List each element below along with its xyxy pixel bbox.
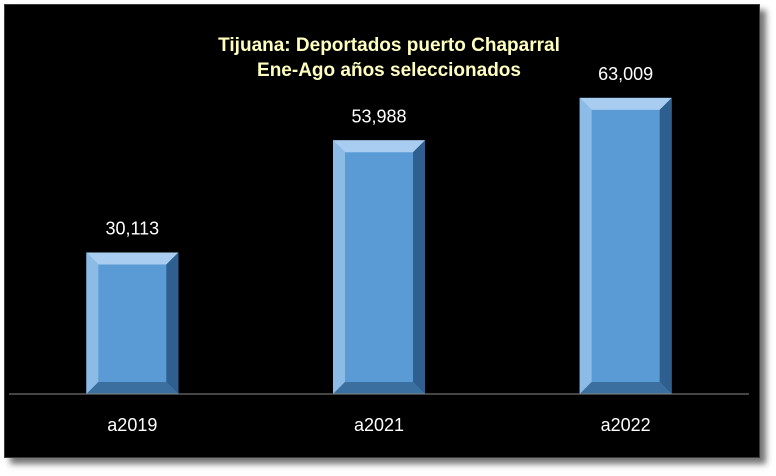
bar-a2019 xyxy=(86,252,179,394)
labels-group: 30,113 a2019 53,988 a2021 63,009 a2022 xyxy=(105,64,653,435)
bar-bevel-top-a2021 xyxy=(333,140,425,153)
chart-frame: Tijuana: Deportados puerto Chaparral Ene… xyxy=(4,4,760,458)
bar-bevel-bottom-a2021 xyxy=(333,382,425,394)
bar-chart: Tijuana: Deportados puerto Chaparral Ene… xyxy=(9,35,749,435)
bar-a2021 xyxy=(333,140,425,394)
category-label-a2021: a2021 xyxy=(354,415,404,435)
bar-body-a2022 xyxy=(579,97,672,394)
chart-subtitle: Ene-Ago años seleccionados xyxy=(257,60,521,81)
value-label-a2019: 30,113 xyxy=(105,218,159,238)
bar-bevel-right-a2022 xyxy=(659,97,672,394)
bar-bevel-left-a2021 xyxy=(333,140,345,394)
value-label-a2022: 63,009 xyxy=(598,64,653,84)
category-label-a2022: a2022 xyxy=(601,415,651,435)
bar-bevel-left-a2019 xyxy=(86,252,99,394)
category-label-a2019: a2019 xyxy=(107,415,157,435)
bar-bevel-right-a2021 xyxy=(413,140,425,394)
bar-bevel-bottom-a2022 xyxy=(579,382,672,394)
bar-a2022 xyxy=(579,97,672,394)
bar-body-a2021 xyxy=(333,140,425,394)
bar-body-a2019 xyxy=(86,252,179,394)
bar-bevel-bottom-a2019 xyxy=(86,382,179,394)
bar-bevel-left-a2022 xyxy=(579,97,592,394)
chart-title: Tijuana: Deportados puerto Chaparral xyxy=(218,35,560,56)
bar-bevel-top-a2022 xyxy=(579,97,672,110)
value-label-a2021: 53,988 xyxy=(351,106,406,126)
bars-group xyxy=(86,97,672,394)
bar-bevel-top-a2019 xyxy=(86,252,179,265)
bar-bevel-right-a2019 xyxy=(166,252,179,394)
